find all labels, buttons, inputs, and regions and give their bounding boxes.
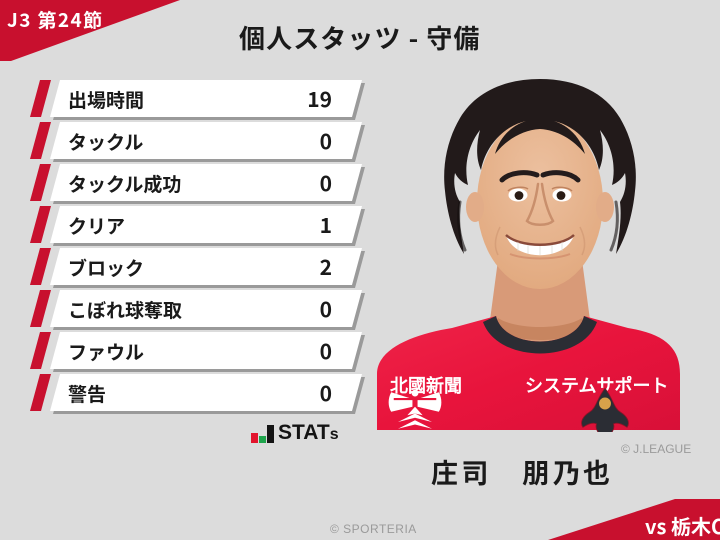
svg-text:システムサポート: システムサポート	[525, 375, 668, 396]
svg-text:北國新聞: 北國新聞	[390, 375, 462, 396]
